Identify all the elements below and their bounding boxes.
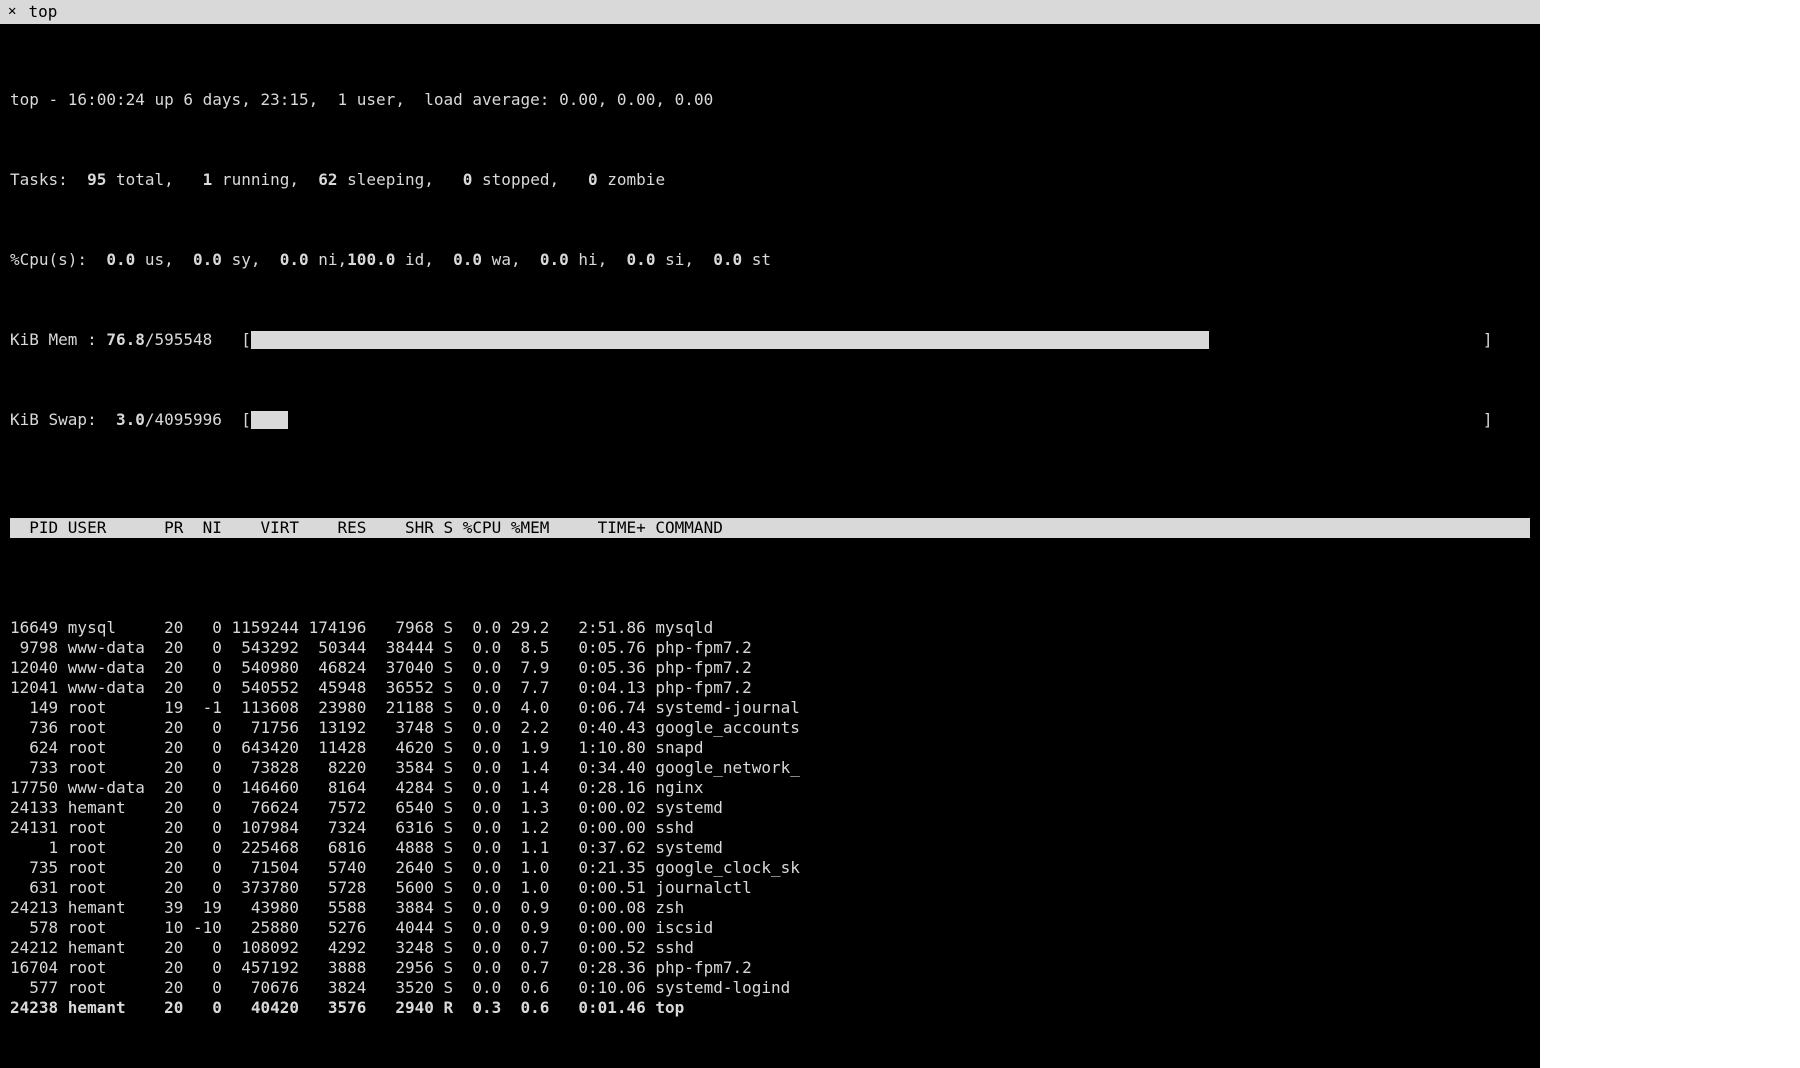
close-icon[interactable]: ✕ — [8, 3, 16, 21]
process-row: 12040 www-data 20 0 540980 46824 37040 S… — [10, 658, 1530, 678]
process-row: 9798 www-data 20 0 543292 50344 38444 S … — [10, 638, 1530, 658]
process-row: 1 root 20 0 225468 6816 4888 S 0.0 1.1 0… — [10, 838, 1530, 858]
process-row: 24131 root 20 0 107984 7324 6316 S 0.0 1… — [10, 818, 1530, 838]
process-row: 24213 hemant 39 19 43980 5588 3884 S 0.0… — [10, 898, 1530, 918]
cpu-line: %Cpu(s): 0.0 us, 0.0 sy, 0.0 ni,100.0 id… — [10, 250, 1530, 270]
process-row: 12041 www-data 20 0 540552 45948 36552 S… — [10, 678, 1530, 698]
process-row: 624 root 20 0 643420 11428 4620 S 0.0 1.… — [10, 738, 1530, 758]
window-title: top — [28, 2, 57, 22]
mem-bar — [251, 331, 1483, 349]
process-row: 578 root 10 -10 25880 5276 4044 S 0.0 0.… — [10, 918, 1530, 938]
titlebar[interactable]: ✕ top — [0, 0, 1540, 24]
process-list: 16649 mysql 20 0 1159244 174196 7968 S 0… — [10, 618, 1530, 1018]
process-header[interactable]: PID USER PR NI VIRT RES SHR S %CPU %MEM … — [10, 518, 1530, 538]
process-row: 577 root 20 0 70676 3824 3520 S 0.0 0.6 … — [10, 978, 1530, 998]
process-row: 17750 www-data 20 0 146460 8164 4284 S 0… — [10, 778, 1530, 798]
top-uptime-line: top - 16:00:24 up 6 days, 23:15, 1 user,… — [10, 90, 1530, 110]
terminal-window: ✕ top top - 16:00:24 up 6 days, 23:15, 1… — [0, 0, 1540, 1068]
terminal-content[interactable]: top - 16:00:24 up 6 days, 23:15, 1 user,… — [0, 24, 1540, 1068]
process-row: 24133 hemant 20 0 76624 7572 6540 S 0.0 … — [10, 798, 1530, 818]
tasks-line: Tasks: 95 total, 1 running, 62 sleeping,… — [10, 170, 1530, 190]
process-row: 733 root 20 0 73828 8220 3584 S 0.0 1.4 … — [10, 758, 1530, 778]
process-row: 24238 hemant 20 0 40420 3576 2940 R 0.3 … — [10, 998, 1530, 1018]
process-row: 16704 root 20 0 457192 3888 2956 S 0.0 0… — [10, 958, 1530, 978]
swap-bar — [251, 411, 1483, 429]
process-row: 736 root 20 0 71756 13192 3748 S 0.0 2.2… — [10, 718, 1530, 738]
process-row: 631 root 20 0 373780 5728 5600 S 0.0 1.0… — [10, 878, 1530, 898]
mem-line: KiB Mem : 76.8/595548 [ ] — [10, 330, 1530, 350]
process-row: 16649 mysql 20 0 1159244 174196 7968 S 0… — [10, 618, 1530, 638]
process-row: 149 root 19 -1 113608 23980 21188 S 0.0 … — [10, 698, 1530, 718]
process-row: 24212 hemant 20 0 108092 4292 3248 S 0.0… — [10, 938, 1530, 958]
process-row: 735 root 20 0 71504 5740 2640 S 0.0 1.0 … — [10, 858, 1530, 878]
swap-line: KiB Swap: 3.0/4095996 [ ] — [10, 410, 1530, 430]
